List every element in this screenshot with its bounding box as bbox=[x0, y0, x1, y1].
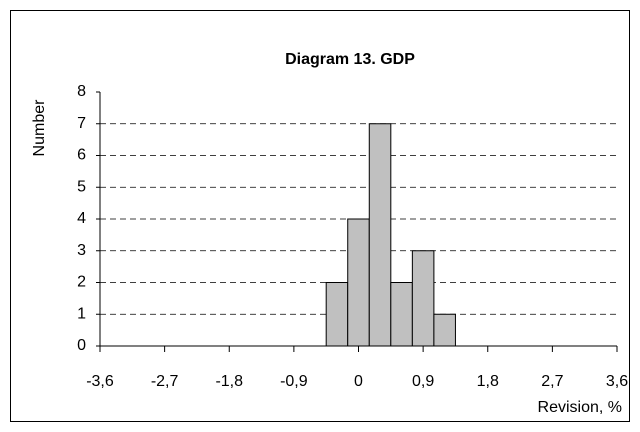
chart-title: Diagram 13. GDP bbox=[285, 51, 415, 68]
x-tick-label: -3,6 bbox=[86, 373, 114, 390]
bar bbox=[411, 250, 435, 347]
y-tick-label: 4 bbox=[77, 210, 86, 227]
x-axis-label: Revision, % bbox=[538, 399, 622, 416]
y-tick-label: 3 bbox=[77, 242, 86, 259]
y-tick-label: 2 bbox=[77, 274, 86, 291]
bar bbox=[390, 282, 413, 347]
bar bbox=[433, 313, 456, 347]
x-tick-label: -2,7 bbox=[151, 373, 179, 390]
y-tick-label: 7 bbox=[77, 115, 86, 132]
x-tick-label: 0,9 bbox=[412, 373, 434, 390]
bar bbox=[325, 282, 349, 347]
x-tick-label: 3,6 bbox=[606, 373, 628, 390]
y-tick-label: 8 bbox=[77, 83, 86, 100]
chart-frame bbox=[10, 10, 630, 422]
y-tick-label: 0 bbox=[77, 337, 86, 354]
x-tick-label: 0 bbox=[354, 373, 363, 390]
y-tick-label: 6 bbox=[77, 147, 86, 164]
x-tick-label: 1,8 bbox=[477, 373, 499, 390]
y-tick-label: 5 bbox=[77, 178, 86, 195]
x-tick-label: -1,8 bbox=[215, 373, 243, 390]
x-tick-label: 2,7 bbox=[541, 373, 563, 390]
y-axis-label: Number bbox=[31, 99, 48, 157]
bar bbox=[347, 218, 370, 347]
x-tick-label: -0,9 bbox=[280, 373, 308, 390]
y-tick-label: 1 bbox=[77, 305, 86, 322]
bar bbox=[368, 123, 392, 347]
